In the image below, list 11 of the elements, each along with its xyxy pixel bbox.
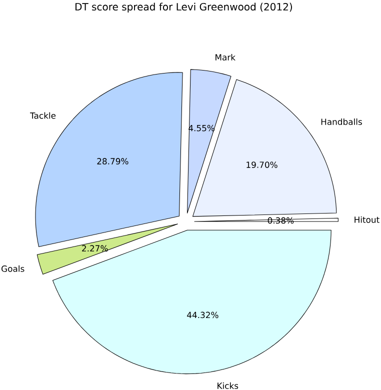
- data-label: 28.79%: [97, 158, 128, 164]
- data-label: 44.32%: [187, 312, 218, 318]
- data-label: 2.27%: [82, 245, 108, 252]
- slice-label: Hitout: [354, 216, 380, 223]
- chart-title: DT score spread for Levi Greenwood (2012): [76, 2, 292, 12]
- data-label: 19.70%: [246, 162, 278, 168]
- slice-label: Kicks: [218, 382, 238, 389]
- slice-label: Mark: [216, 54, 236, 60]
- slice-label: Handballs: [322, 118, 362, 125]
- slice-label: Tackle: [30, 112, 56, 119]
- slice-label: Goals: [2, 265, 24, 272]
